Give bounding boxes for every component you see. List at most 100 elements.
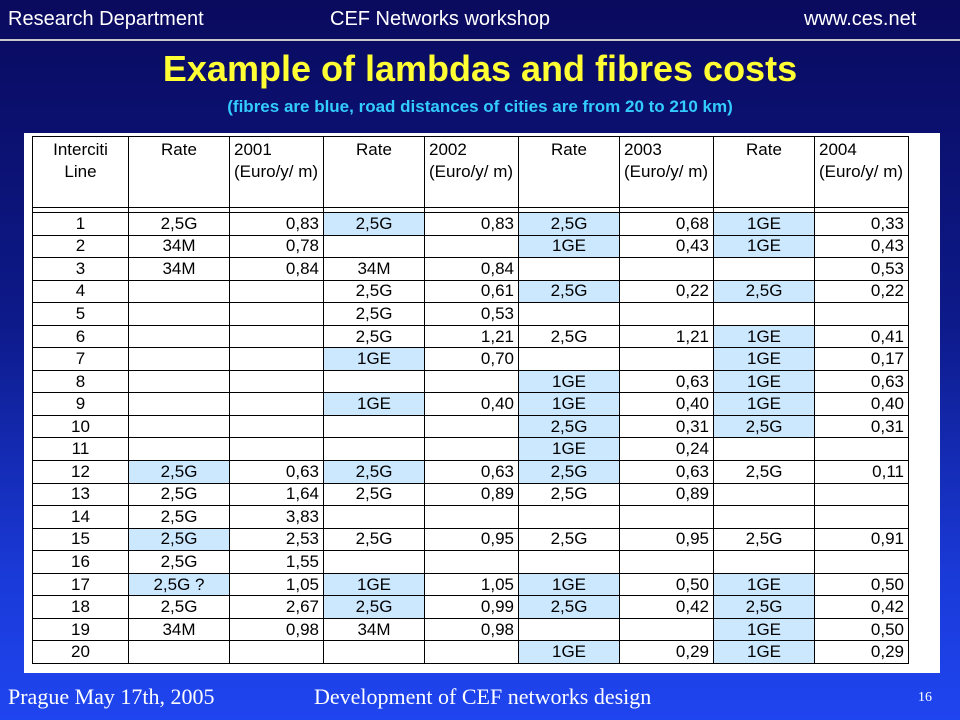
cell-rate-2004: 2,5G xyxy=(713,460,815,484)
cell-cost-2001: 0,83 xyxy=(229,212,324,236)
table-row: 14 2,5G 3,83 xyxy=(32,505,909,529)
cell-cost-2001 xyxy=(229,640,324,664)
cell-line-number: 18 xyxy=(32,595,129,619)
cell-cost-2003 xyxy=(619,505,714,529)
cell-rate-2004: 2,5G xyxy=(713,595,815,619)
cell-cost-2001 xyxy=(229,414,324,439)
cell-line-number: 4 xyxy=(32,279,129,304)
table-row: 19 34M 0,98 34M 0,98 1GE 0,50 xyxy=(32,617,909,642)
cell-rate-2004: 1GE xyxy=(713,392,815,416)
cell-rate-2001 xyxy=(128,392,230,416)
cell-cost-2002: 0,95 xyxy=(424,527,519,552)
cell-cost-2004: 0,50 xyxy=(814,617,909,642)
cell-rate-2003: 1GE xyxy=(518,369,620,394)
cell-cost-2002: 0,53 xyxy=(424,302,519,326)
cell-cost-2002 xyxy=(424,437,519,462)
cell-rate-2001: 2,5G xyxy=(128,595,230,619)
cell-rate-2003: 2,5G xyxy=(518,482,620,507)
cell-cost-2003 xyxy=(619,347,714,371)
cell-rate-2003: 2,5G xyxy=(518,527,620,552)
cell-cost-2004: 0,17 xyxy=(814,347,909,371)
cell-rate-2004: 1GE xyxy=(713,234,815,259)
cell-line-number: 19 xyxy=(32,617,129,642)
cell-rate-2002: 1GE xyxy=(323,347,425,371)
cell-rate-2002: 1GE xyxy=(323,572,425,597)
cell-rate-2001: 2,5G xyxy=(128,482,230,507)
table-row: 13 2,5G 1,64 2,5G 0,89 2,5G 0,89 xyxy=(32,482,909,507)
cell-cost-2002: 0,40 xyxy=(424,392,519,416)
cell-cost-2001: 1,55 xyxy=(229,550,324,574)
cell-cost-2002 xyxy=(424,550,519,574)
table-row: 18 2,5G 2,67 2,5G 0,99 2,5G 0,42 2,5G 0,42 xyxy=(32,595,909,619)
cell-rate-2001: 2,5G xyxy=(128,550,230,574)
header-cell-cost-2002: 2002 (Euro/y/ m) xyxy=(424,136,519,208)
cell-cost-2001: 0,98 xyxy=(229,617,324,642)
cell-cost-2004: 0,40 xyxy=(814,392,909,416)
cell-line-number: 11 xyxy=(32,437,129,462)
cell-cost-2003: 0,63 xyxy=(619,460,714,484)
cell-cost-2004: 0,43 xyxy=(814,234,909,259)
cell-cost-2003: 0,29 xyxy=(619,640,714,664)
footer-talk-title: Development of CEF networks design xyxy=(314,684,652,709)
cell-cost-2004 xyxy=(814,505,909,529)
cell-rate-2002 xyxy=(323,640,425,664)
cell-cost-2004 xyxy=(814,550,909,574)
cell-cost-2003 xyxy=(619,617,714,642)
cell-cost-2004: 0,29 xyxy=(814,640,909,664)
cell-cost-2004: 0,41 xyxy=(814,324,909,349)
cell-rate-2001: 2,5G xyxy=(128,460,230,484)
cell-cost-2004: 0,91 xyxy=(814,527,909,552)
cell-cost-2003: 0,89 xyxy=(619,482,714,507)
cell-line-number: 3 xyxy=(32,257,129,281)
cell-cost-2004: 0,31 xyxy=(814,414,909,439)
cell-cost-2004: 0,33 xyxy=(814,212,909,236)
cell-cost-2003 xyxy=(619,257,714,281)
cell-cost-2001: 0,63 xyxy=(229,460,324,484)
cell-cost-2001 xyxy=(229,369,324,394)
cell-cost-2001 xyxy=(229,347,324,371)
cell-cost-2004: 0,53 xyxy=(814,257,909,281)
cell-rate-2001: 34M xyxy=(128,617,230,642)
cell-cost-2001: 1,05 xyxy=(229,572,324,597)
cell-rate-2003 xyxy=(518,302,620,326)
cell-rate-2002 xyxy=(323,369,425,394)
cell-rate-2001 xyxy=(128,414,230,439)
header-cell-rate-2003: Rate xyxy=(518,136,620,208)
cell-rate-2004 xyxy=(713,257,815,281)
cell-rate-2001 xyxy=(128,640,230,664)
cell-cost-2002: 1,05 xyxy=(424,572,519,597)
table-row: 15 2,5G 2,53 2,5G 0,95 2,5G 0,95 2,5G 0,91 xyxy=(32,527,909,552)
cell-cost-2001 xyxy=(229,279,324,304)
cell-cost-2001: 2,67 xyxy=(229,595,324,619)
cell-rate-2002: 2,5G xyxy=(323,212,425,236)
cell-rate-2001: 2,5G ? xyxy=(128,572,230,597)
table-row: 1 2,5G 0,83 2,5G 0,83 2,5G 0,68 1GE 0,33 xyxy=(32,212,909,236)
cell-cost-2002: 0,83 xyxy=(424,212,519,236)
cell-cost-2004 xyxy=(814,302,909,326)
cell-rate-2004: 2,5G xyxy=(713,527,815,552)
cell-cost-2002: 1,21 xyxy=(424,324,519,349)
cell-cost-2002 xyxy=(424,369,519,394)
cell-rate-2003: 1GE xyxy=(518,437,620,462)
cell-rate-2004 xyxy=(713,550,815,574)
cell-rate-2002 xyxy=(323,505,425,529)
cell-line-number: 7 xyxy=(32,347,129,371)
cell-cost-2001 xyxy=(229,324,324,349)
cell-line-number: 2 xyxy=(32,234,129,259)
cell-cost-2003: 0,24 xyxy=(619,437,714,462)
cell-rate-2002: 2,5G xyxy=(323,482,425,507)
cell-cost-2003 xyxy=(619,550,714,574)
cell-cost-2001: 0,84 xyxy=(229,257,324,281)
cell-cost-2003: 0,68 xyxy=(619,212,714,236)
cell-rate-2002: 2,5G xyxy=(323,279,425,304)
cell-rate-2004: 1GE xyxy=(713,572,815,597)
cell-rate-2002 xyxy=(323,414,425,439)
cell-rate-2003 xyxy=(518,347,620,371)
cell-line-number: 1 xyxy=(32,212,129,236)
cell-cost-2001: 0,78 xyxy=(229,234,324,259)
header-gap-row xyxy=(32,207,909,213)
cell-cost-2003: 0,43 xyxy=(619,234,714,259)
cell-line-number: 13 xyxy=(32,482,129,507)
table-row: 10 2,5G 0,31 2,5G 0,31 xyxy=(32,414,909,439)
cell-rate-2002: 1GE xyxy=(323,392,425,416)
